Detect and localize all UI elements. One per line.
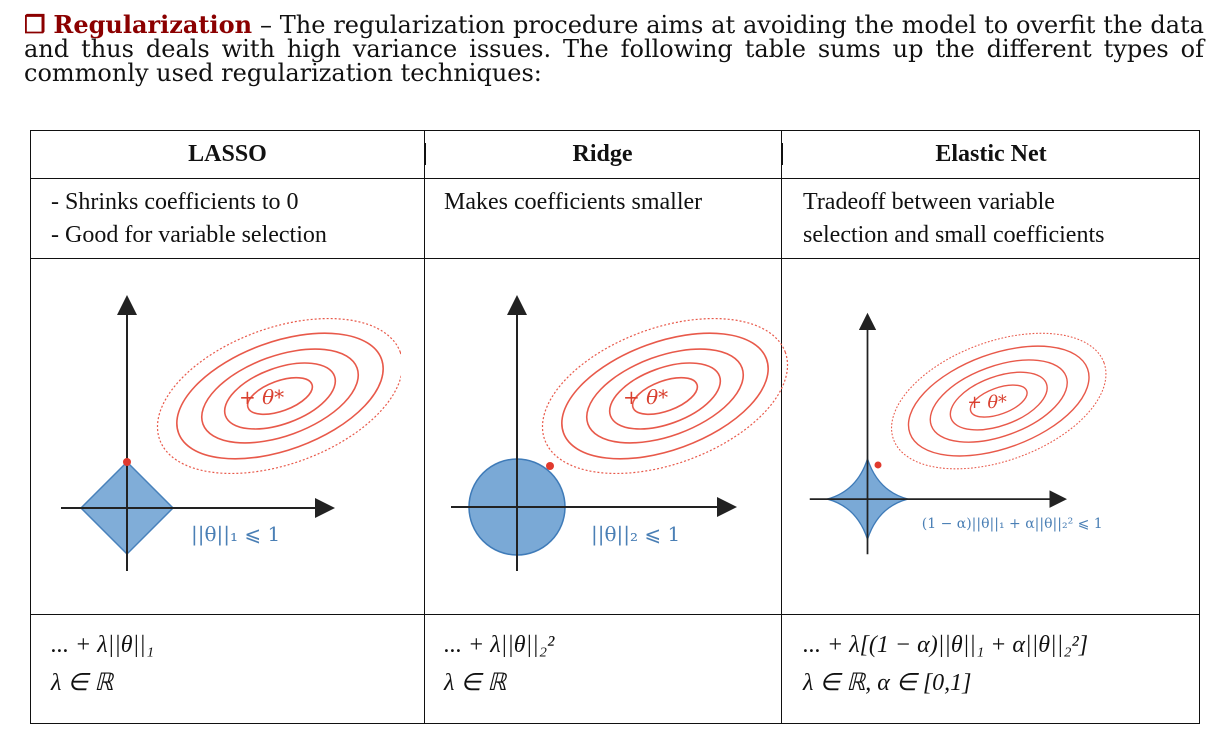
optimum-label: + θ*	[623, 385, 668, 409]
description-line: selection and small coefficients	[803, 222, 1105, 248]
table-divider	[31, 258, 1199, 259]
equation-elastic-net: ... + λ[(1 − α)||θ||₁ + α||θ||₂²] λ ∈ ℝ,…	[803, 626, 1088, 702]
contour-ellipses	[891, 332, 1107, 470]
description-lasso: - Shrinks coefficients to 0 - Good for v…	[51, 186, 327, 252]
header-lasso: LASSO	[188, 141, 267, 167]
description-elastic-net: Tradeoff between variable selection and …	[803, 186, 1104, 252]
equation-lasso: ... + λ||θ||₁ λ ∈ ℝ	[51, 626, 154, 702]
checkbox-icon: ❒	[24, 10, 46, 39]
header-elastic-net: Elastic Net	[935, 141, 1047, 167]
optimum-label: + θ*	[239, 385, 284, 409]
constraint-label: ||θ||₁ ⩽ 1	[191, 522, 280, 547]
constraint-label: (1 − α)||θ||₁ + α||θ||₂² ⩽ 1	[922, 516, 1103, 532]
ridge-figure: + θ* ||θ||₂ ⩽ 1	[451, 295, 789, 571]
elastic-net-figure: + θ* (1 − α)||θ||₁ + α||θ||₂² ⩽ 1	[809, 312, 1107, 555]
description-line: Tradeoff between variable	[803, 189, 1055, 215]
table-divider	[31, 614, 1199, 615]
parameter-domain: λ ∈ ℝ, α ∈ [0,1]	[803, 670, 972, 696]
table-divider	[781, 131, 782, 723]
description-ridge: Makes coefficients smaller	[444, 186, 702, 219]
parameter-domain: λ ∈ ℝ	[444, 670, 507, 696]
lasso-figure: + θ* ||θ||₁ ⩽ 1	[61, 295, 401, 571]
section-keyword: Regularization	[53, 10, 253, 39]
penalty-term: ... + λ||θ||₁	[51, 632, 155, 658]
description-line: Makes coefficients smaller	[444, 189, 703, 215]
intro-paragraph: ❒ Regularization – The regularization pr…	[24, 10, 1204, 87]
header-separator	[781, 143, 783, 165]
solution-point	[874, 461, 882, 469]
equation-ridge: ... + λ||θ||₂² λ ∈ ℝ	[444, 626, 554, 702]
header-separator	[424, 143, 426, 165]
constraint-label: ||θ||₂ ⩽ 1	[591, 522, 680, 547]
contour-ellipses	[541, 317, 789, 475]
solution-point	[546, 462, 554, 470]
description-line: - Shrinks coefficients to 0	[51, 189, 299, 215]
table-divider	[31, 178, 1199, 179]
solution-point	[123, 458, 131, 466]
intro-text: – The regularization procedure aims at a…	[24, 11, 1204, 87]
header-ridge: Ridge	[572, 141, 633, 167]
penalty-term: ... + λ[(1 − α)||θ||₁ + α||θ||₂²]	[803, 632, 1089, 658]
table-divider	[424, 131, 425, 723]
penalty-term: ... + λ||θ||₂²	[444, 632, 555, 658]
optimum-label: + θ*	[967, 393, 1007, 413]
description-line: - Good for variable selection	[51, 222, 327, 248]
contour-ellipses	[156, 317, 401, 475]
regularization-table: LASSO Ridge Elastic Net - Shrinks coeffi…	[30, 130, 1200, 724]
parameter-domain: λ ∈ ℝ	[51, 670, 114, 696]
